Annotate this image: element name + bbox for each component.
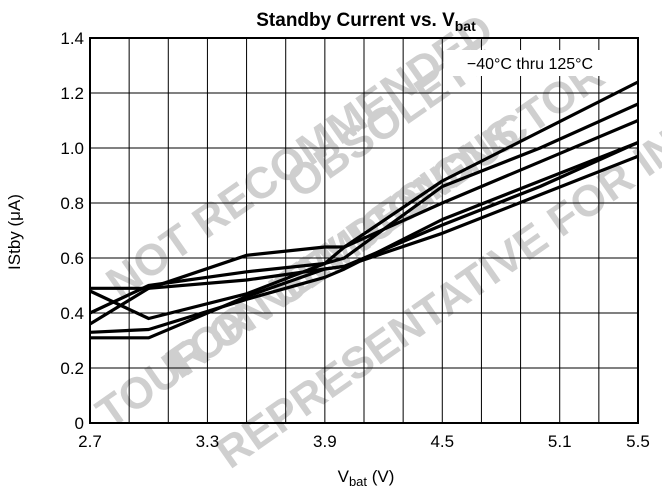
x-tick-label: 5.1 [548, 432, 572, 451]
y-tick-labels: 0 0.2 0.4 0.6 0.8 1.0 1.2 1.4 [60, 29, 84, 433]
y-tick-label: 1.2 [60, 84, 84, 103]
y-tick-label: 0.6 [60, 249, 84, 268]
y-axis-label: IStby (μA) [5, 194, 24, 270]
series-line-1 [89, 80, 639, 321]
x-tick-labels: 2.7 3.3 3.9 4.5 5.1 5.5 [78, 432, 650, 451]
series-line-5 [90, 154, 639, 290]
annotation: −40°C thru 125°C [467, 56, 593, 73]
y-tick-label: 0.8 [60, 194, 84, 213]
x-tick-label: 4.5 [430, 432, 454, 451]
x-axis-label: Vbat (V) [338, 467, 395, 489]
annotation-bg [444, 50, 616, 76]
series-line-6 [89, 141, 639, 334]
grid [90, 38, 638, 423]
series-line-3 [89, 119, 639, 326]
y-tick-label: 1.0 [60, 139, 84, 158]
y-tick-label: 1.4 [60, 29, 84, 48]
chart-title: Standby Current vs. Vbat [256, 10, 476, 34]
series-lines [89, 80, 639, 340]
x-tick-label: 3.3 [196, 432, 220, 451]
y-tick-label: 0.2 [60, 359, 84, 378]
y-tick-label: 0 [75, 414, 84, 433]
x-tick-label: 3.9 [313, 432, 337, 451]
x-tick-label: 5.5 [626, 432, 650, 451]
y-tick-label: 0.4 [60, 304, 84, 323]
x-tick-label: 2.7 [78, 432, 102, 451]
plot-frame [89, 37, 639, 424]
